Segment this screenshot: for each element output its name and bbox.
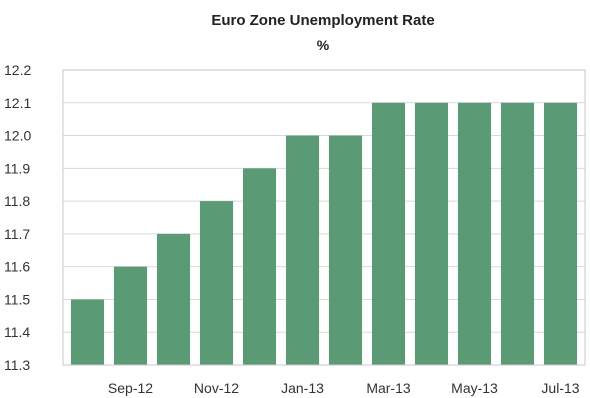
y-tick-label: 12.2 bbox=[4, 62, 31, 78]
bar-jul-13 bbox=[543, 102, 578, 366]
bar-jan-13 bbox=[285, 135, 320, 365]
bars-group bbox=[70, 102, 578, 366]
y-axis-ticks: 11.3 11.4 11.5 11.6 11.7 11.8 11.9 12.0 12.1 12.2 bbox=[4, 62, 31, 373]
y-tick-label: 11.4 bbox=[4, 324, 30, 340]
y-tick-label: 11.3 bbox=[4, 357, 30, 373]
y-tick-label: 12.0 bbox=[4, 128, 31, 144]
y-tick-label: 11.6 bbox=[4, 259, 30, 275]
bar-may-13 bbox=[457, 102, 492, 366]
plot-frame bbox=[62, 69, 586, 366]
bar-apr-13 bbox=[414, 102, 449, 366]
x-tick-label: Nov-12 bbox=[194, 380, 239, 396]
x-tick-label: Jan-13 bbox=[281, 380, 324, 396]
bar-sep-12 bbox=[113, 266, 148, 365]
bar-aug-12 bbox=[70, 299, 105, 365]
chart-title: Euro Zone Unemployment Rate bbox=[211, 12, 434, 29]
y-tick-label: 11.7 bbox=[4, 226, 30, 242]
bar-jun-13 bbox=[500, 102, 535, 366]
bar-nov-12 bbox=[199, 201, 234, 365]
bar-mar-13 bbox=[371, 102, 406, 366]
bar-feb-13 bbox=[328, 135, 363, 365]
y-tick-label: 12.1 bbox=[4, 95, 31, 111]
y-tick-label: 11.5 bbox=[4, 291, 30, 307]
x-tick-label: Jul-13 bbox=[541, 380, 579, 396]
bar-dec-12 bbox=[242, 168, 277, 365]
x-tick-label: May-13 bbox=[451, 380, 498, 396]
y-tick-label: 11.9 bbox=[4, 160, 30, 176]
x-axis-ticks: Sep-12 Nov-12 Jan-13 Mar-13 May-13 Jul-13 bbox=[108, 380, 580, 396]
x-tick-label: Sep-12 bbox=[108, 380, 153, 396]
y-tick-label: 11.8 bbox=[4, 193, 30, 209]
x-tick-label: Mar-13 bbox=[366, 380, 411, 396]
chart-subtitle: % bbox=[317, 37, 330, 53]
bar-oct-12 bbox=[156, 233, 191, 365]
